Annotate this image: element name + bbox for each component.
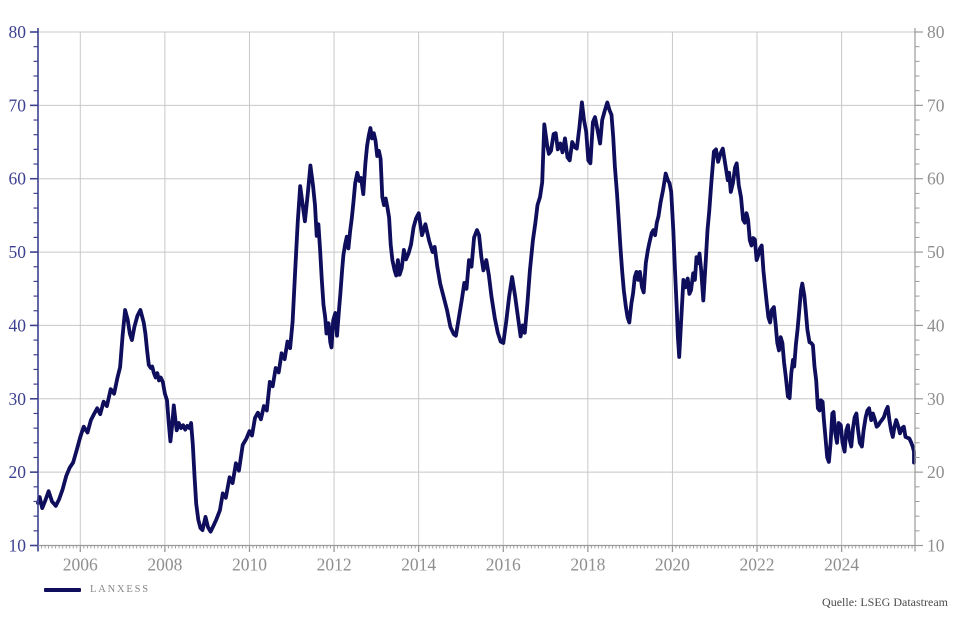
right-axis-label: 50: [927, 242, 945, 262]
source-note: Quelle: LSEG Datastream: [822, 595, 948, 609]
left-axis-label: 60: [9, 169, 27, 189]
left-axis-label: 20: [9, 462, 27, 482]
left-axis-label: 50: [9, 242, 27, 262]
right-axis-label: 10: [927, 536, 945, 556]
right-axis-label: 20: [927, 462, 945, 482]
left-axis-label: 40: [9, 315, 27, 335]
legend-label: LANXESS: [90, 584, 150, 595]
left-axis-label: 80: [9, 22, 27, 42]
right-axis-label: 30: [927, 389, 945, 409]
bottom-axis-label: 2006: [63, 555, 98, 575]
right-axis-label: 40: [927, 315, 945, 335]
left-axis-label: 10: [9, 536, 27, 556]
right-axis-label: 80: [927, 22, 945, 42]
bottom-axis-label: 2010: [232, 555, 267, 575]
bottom-axis-label: 2020: [655, 555, 690, 575]
bottom-axis-label: 2014: [401, 555, 436, 575]
bottom-axis-label: 2018: [570, 555, 605, 575]
bottom-axis-label: 2016: [486, 555, 521, 575]
right-axis-label: 60: [927, 169, 945, 189]
left-axis-label: 30: [9, 389, 27, 409]
left-axis-label: 70: [9, 95, 27, 115]
right-axis-label: 70: [927, 95, 945, 115]
price-line-series: [36, 100, 916, 534]
bottom-axis-label: 2022: [740, 555, 775, 575]
bottom-axis-label: 2024: [824, 555, 859, 575]
legend: LANXESS: [44, 584, 150, 595]
bottom-axis-label: 2008: [147, 555, 182, 575]
bottom-axis-label: 2012: [317, 555, 352, 575]
legend-line-swatch: [44, 587, 81, 592]
